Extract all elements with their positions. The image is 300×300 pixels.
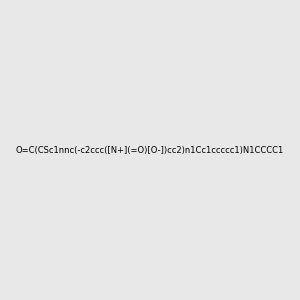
Text: O=C(CSc1nnc(-c2ccc([N+](=O)[O-])cc2)n1Cc1ccccc1)N1CCCC1: O=C(CSc1nnc(-c2ccc([N+](=O)[O-])cc2)n1Cc… — [16, 146, 284, 154]
